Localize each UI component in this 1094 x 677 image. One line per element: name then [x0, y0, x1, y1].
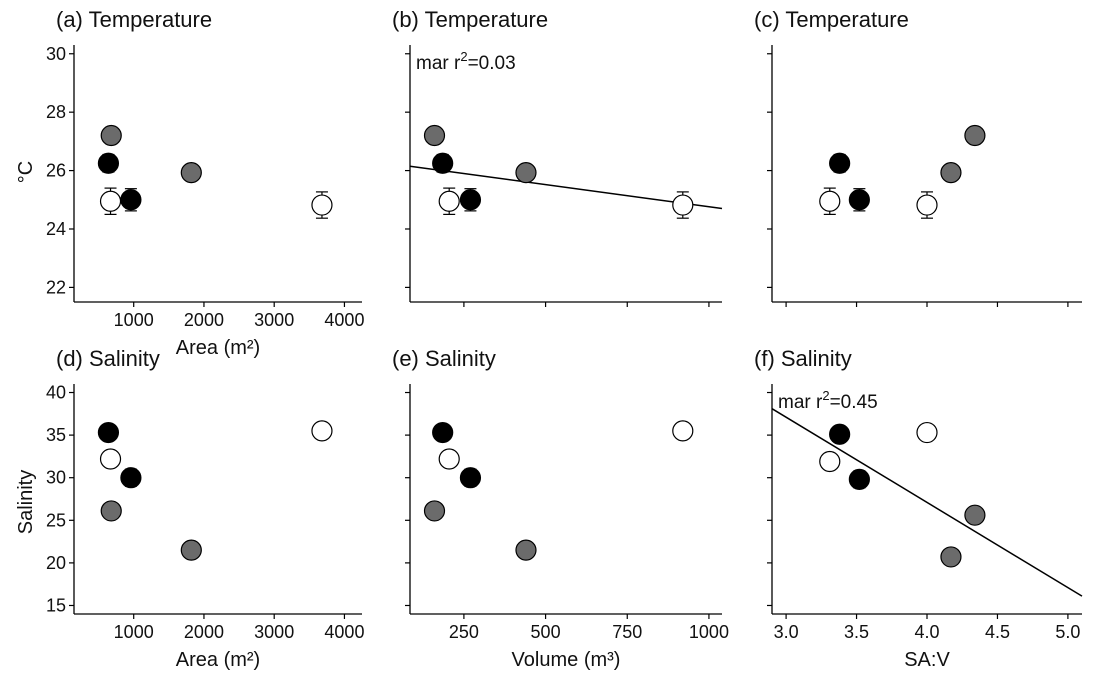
y-tick-label: 28: [46, 102, 66, 122]
x-tick-label: 500: [531, 622, 561, 642]
y-tick-label: 35: [46, 425, 66, 445]
data-point: [438, 190, 460, 212]
regression-line: [771, 408, 1083, 597]
data-point: [180, 162, 202, 184]
data-point: [423, 500, 446, 522]
y-tick-label: 25: [46, 510, 66, 530]
fit-annotation-sup: 2: [460, 49, 467, 64]
data-point: [848, 189, 870, 211]
x-tick-label: 2000: [184, 622, 224, 642]
x-axis-label: SA:V: [904, 649, 950, 671]
data-point: [99, 190, 122, 212]
data-point: [940, 162, 962, 184]
data-point: [672, 194, 694, 216]
data-point: [916, 421, 938, 444]
y-tick-label: 30: [46, 468, 66, 488]
data-point: [819, 450, 841, 473]
panel-title: (b) Temperature: [392, 7, 548, 32]
fit-annotation: mar r2=0.45: [778, 388, 878, 413]
data-point: [99, 448, 122, 470]
data-point: [829, 152, 851, 174]
x-axis-label: Volume (m³): [512, 649, 621, 671]
x-tick-label: 2000: [184, 310, 224, 330]
x-tick-label: 750: [612, 622, 642, 642]
fit-annotation-prefix: mar r: [416, 53, 461, 74]
regression-line: [409, 165, 723, 210]
x-tick-label: 1000: [689, 622, 729, 642]
data-point: [100, 124, 122, 147]
data-point: [97, 421, 120, 444]
data-point: [180, 539, 202, 561]
fit-annotation-value: =0.03: [468, 53, 516, 74]
x-tick-label: 4000: [324, 310, 364, 330]
data-point: [940, 546, 962, 568]
chart-panel-1: (a) Temperature 22 24 26 28 30 1000 2000 3000 400…: [46, 7, 364, 359]
data-point: [819, 190, 841, 212]
x-axis-label: Area (m²): [176, 649, 260, 671]
data-point: [120, 189, 142, 211]
x-tick-label: 4.0: [914, 622, 939, 642]
panel-title: (e) Salinity: [392, 346, 496, 371]
fit-annotation-prefix: mar r: [778, 392, 823, 413]
salinity-ylabel: Salinity: [15, 470, 37, 534]
data-point: [100, 500, 122, 522]
fit-annotation-sup: 2: [822, 388, 829, 403]
data-point: [829, 423, 851, 445]
chart-panel-2: (b) Temperature mar r2=0.03: [392, 7, 723, 307]
x-tick-label: 250: [449, 622, 479, 642]
y-tick-label: 24: [46, 219, 66, 239]
data-point: [432, 152, 454, 174]
data-point: [672, 420, 694, 442]
data-point: [916, 194, 938, 216]
y-tick-label: 22: [46, 277, 66, 297]
x-tick-label: 4.5: [985, 622, 1010, 642]
chart-panel-6: (f) Salinity 3.0 3.5 4.0 4.5 5.0 SA:V mar r2=0.…: [754, 346, 1083, 671]
x-tick-label: 1000: [114, 310, 154, 330]
fit-annotation: mar r2=0.03: [416, 49, 516, 74]
temperature-ylabel: °C: [15, 161, 37, 183]
fit-annotation-value: =0.45: [830, 392, 878, 413]
data-point: [432, 421, 454, 444]
x-tick-label: 5.0: [1055, 622, 1080, 642]
data-point: [423, 124, 446, 147]
data-point: [848, 468, 870, 491]
x-tick-label: 3000: [254, 310, 294, 330]
data-point: [459, 467, 482, 489]
x-tick-label: 3.0: [774, 622, 799, 642]
x-tick-label: 4000: [324, 622, 364, 642]
data-point: [438, 448, 460, 470]
data-point: [515, 162, 537, 184]
y-tick-label: 15: [46, 595, 66, 615]
y-tick-label: 20: [46, 553, 66, 573]
x-tick-label: 3000: [254, 622, 294, 642]
data-point: [97, 152, 120, 174]
x-tick-label: 3.5: [844, 622, 869, 642]
data-point: [964, 124, 986, 147]
chart-panel-3: (c) Temperature: [754, 7, 1082, 307]
panel-title: (d) Salinity: [56, 346, 160, 371]
data-point: [964, 504, 986, 526]
data-point: [120, 467, 142, 489]
data-point: [311, 194, 333, 216]
panel-title: (a) Temperature: [56, 7, 212, 32]
data-point: [459, 189, 482, 211]
chart-panel-4: (d) Salinity 15 20 25 30 35 40 1000 2000 3000 4000…: [46, 346, 364, 671]
x-axis-label: Area (m²): [176, 337, 260, 359]
y-tick-label: 40: [46, 383, 66, 403]
x-tick-label: 1000: [114, 622, 154, 642]
chart-panel-5: (e) Salinity 250 500 750 1000 Volume (m³): [392, 346, 729, 671]
y-tick-label: 26: [46, 161, 66, 181]
panel-title: (f) Salinity: [754, 346, 852, 371]
y-tick-label: 30: [46, 44, 66, 64]
data-point: [311, 420, 333, 442]
data-point: [515, 539, 537, 561]
panel-title: (c) Temperature: [754, 7, 909, 32]
